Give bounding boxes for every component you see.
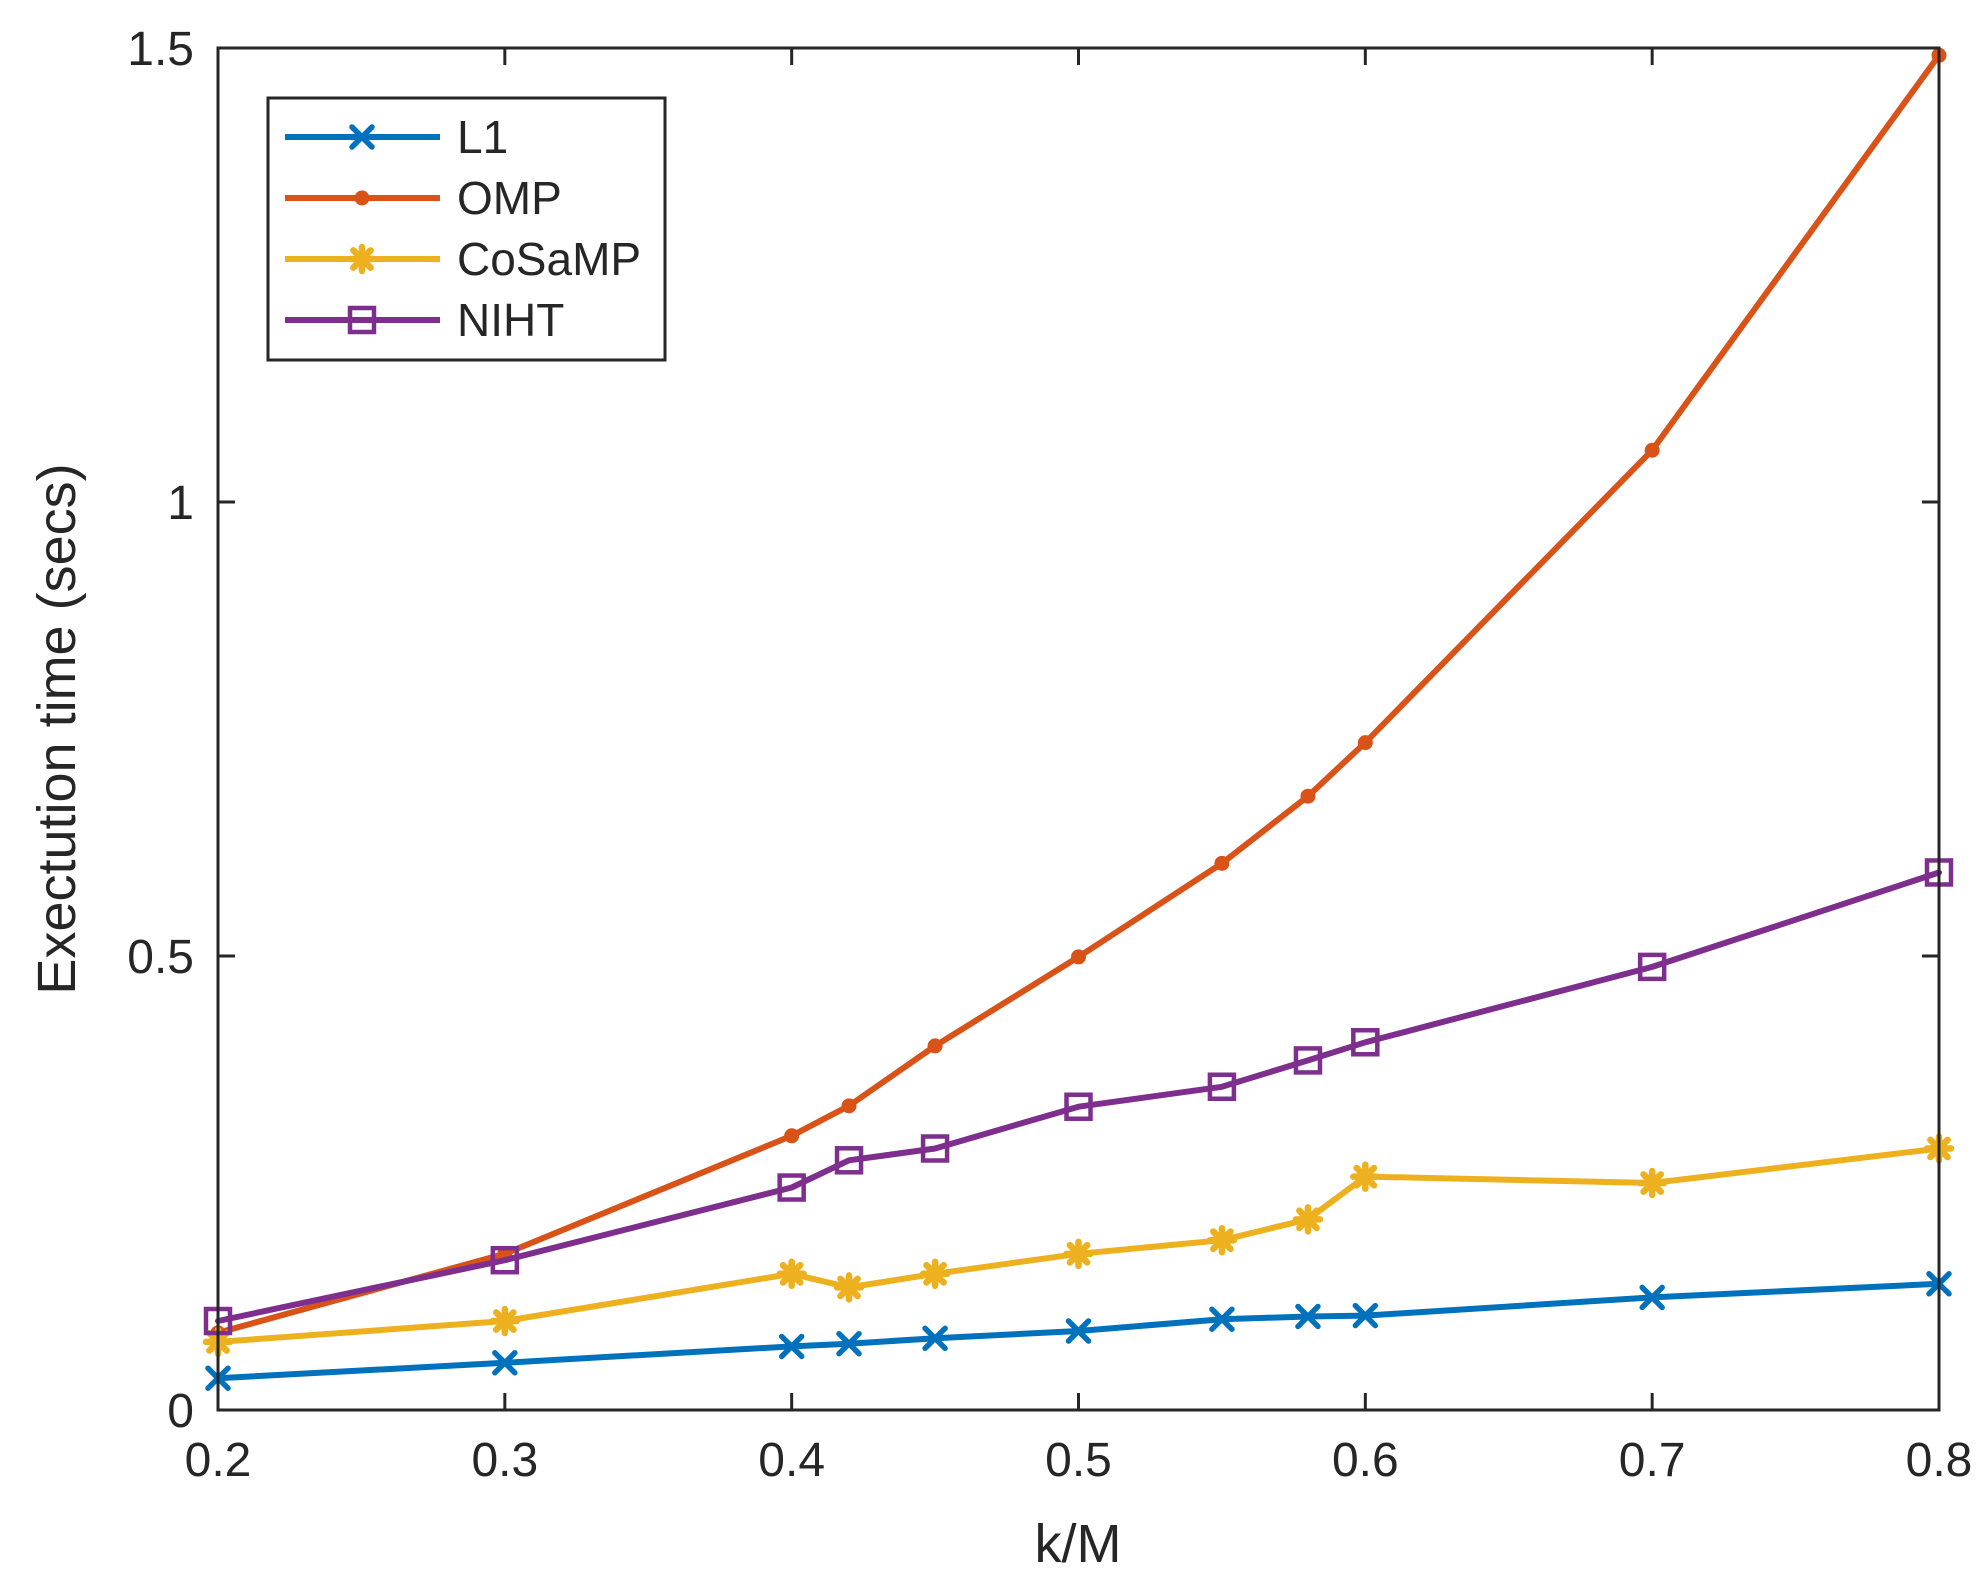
x-tick-label: 0.5 [1045,1434,1112,1487]
data-point-omp-7 [1300,788,1316,804]
series-niht [203,858,1954,1336]
data-point-cosamp-2 [776,1258,807,1290]
data-point-niht-1 [490,1245,520,1275]
y-axis: 0 0.5 1 1.5 [127,23,1939,1438]
legend-marker-omp [354,190,370,206]
data-point-omp-4 [927,1038,943,1054]
data-point-omp-6 [1214,855,1230,871]
data-point-l1-4 [922,1325,948,1352]
legend-marker-l1 [349,124,375,150]
series-omp [210,47,1947,1341]
data-point-omp-2 [784,1128,800,1144]
x-tick-label: 0.4 [758,1434,825,1487]
series-layer [202,47,1955,1391]
data-point-cosamp-1 [489,1305,521,1337]
data-point-niht-5 [1064,1092,1093,1121]
data-point-l1-1 [492,1350,518,1376]
x-tick-label: 0.3 [471,1434,538,1487]
data-point-niht-3 [834,1146,864,1175]
legend-marker-niht [347,305,377,335]
x-axis: 0.2 0.3 0.4 0.5 0.6 0.7 0.8 [185,48,1973,1487]
series-line-niht [215,869,1942,1324]
data-point-niht-4 [920,1134,950,1163]
data-point-cosamp-6 [1206,1224,1238,1256]
data-point-cosamp-9 [1636,1167,1668,1199]
data-point-niht-6 [1207,1072,1237,1102]
legend-box [266,96,667,362]
y-tick-label: 1.5 [127,23,194,76]
legend: L1 OMP CoSaMP NIHT [266,96,667,362]
data-point-niht-2 [777,1173,806,1202]
x-axis-label: k/M [1035,1514,1122,1574]
data-point-cosamp-3 [833,1272,865,1303]
x-tick-label: 0.8 [1906,1434,1973,1487]
data-point-l1-6 [1209,1306,1235,1332]
legend-entry-omp: OMP [285,172,562,224]
data-point-cosamp-8 [1350,1161,1381,1192]
data-point-cosamp-5 [1063,1238,1094,1270]
legend-entry-cosamp: CoSaMP [285,233,641,285]
x-tick-label: 0.6 [1332,1434,1399,1487]
y-tick-label: 1 [167,477,194,530]
data-point-l1-7 [1295,1303,1321,1330]
y-axis-label: Exectution time (secs) [27,463,87,994]
legend-label-niht: NIHT [457,294,564,346]
data-point-omp-8 [1357,735,1373,751]
data-point-omp-3 [841,1098,857,1114]
data-point-niht-7 [1293,1046,1323,1075]
y-tick-label: 0.5 [127,931,194,984]
legend-entry-niht: NIHT [285,294,564,346]
legend-entry-l1: L1 [285,111,508,163]
data-point-cosamp-4 [919,1258,951,1290]
legend-label-omp: OMP [457,172,562,224]
data-point-l1-8 [1352,1302,1379,1329]
data-point-l1-5 [1065,1318,1092,1344]
legend-marker-cosamp [346,243,378,275]
x-tick-label: 0.2 [185,1434,252,1487]
data-point-l1-9 [1639,1284,1665,1311]
data-point-cosamp-7 [1292,1204,1324,1235]
data-point-omp-5 [1071,949,1086,965]
data-point-omp-9 [1644,442,1660,458]
y-tick-label: 0 [167,1385,194,1438]
data-point-niht-9 [1637,952,1667,982]
legend-label-l1: L1 [457,111,508,163]
data-point-l1-3 [836,1330,862,1357]
legend-label-cosamp: CoSaMP [457,233,641,285]
data-point-niht-8 [1351,1028,1380,1057]
x-tick-label: 0.7 [1619,1434,1686,1487]
data-point-l1-2 [778,1333,805,1360]
